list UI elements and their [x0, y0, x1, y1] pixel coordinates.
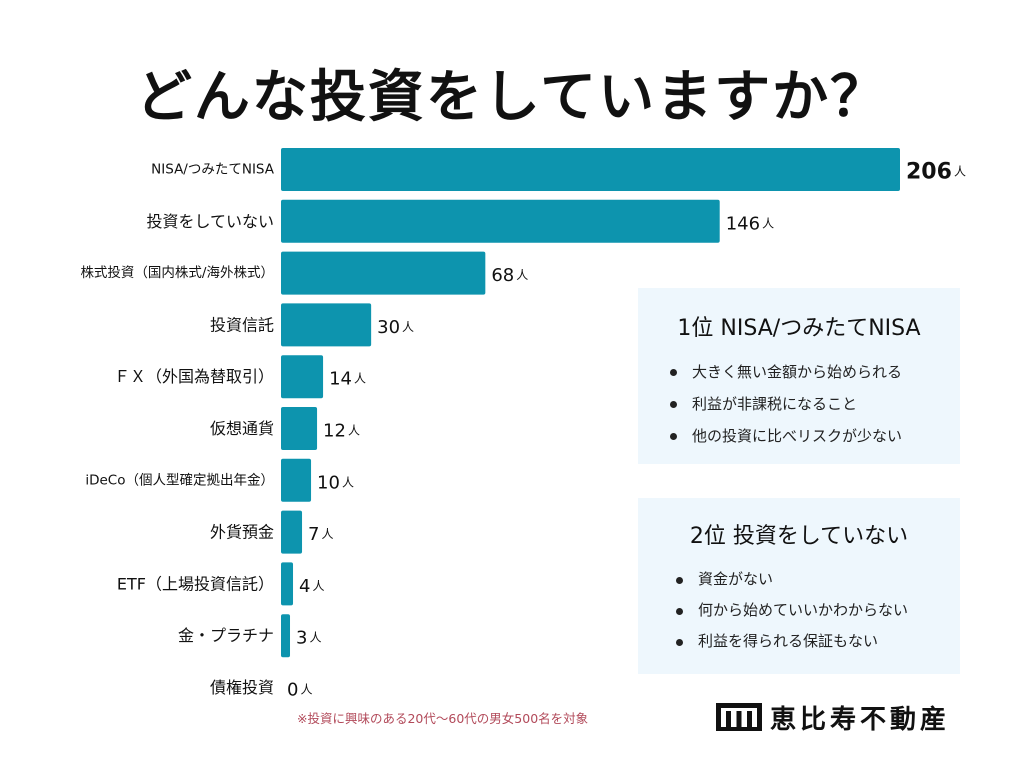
category-label: 仮想通貨 [210, 419, 274, 438]
value-label: 10 人 [317, 472, 354, 493]
bar [281, 407, 318, 450]
value-label: 30 人 [377, 316, 414, 337]
bar [281, 199, 720, 243]
bar [281, 458, 312, 502]
category-label: 債権投資 [210, 678, 274, 697]
survey-footnote: ※投資に興味のある20代〜60代の男女500名を対象 [297, 711, 589, 726]
first-place-reasons: 大きく無い金額から始められる 利益が非課税になること 他の投資に比べリスクが少な… [666, 356, 902, 452]
reason-item: 資金がない [672, 564, 908, 595]
category-label: 投資信託 [210, 315, 274, 334]
bar [281, 355, 324, 399]
category-label: iDeCo（個人型確定拠出年金） [85, 472, 274, 488]
category-label: 外貨預金 [210, 523, 274, 542]
reason-item: 利益が非課税になること [666, 388, 902, 420]
value-label: 68 人 [491, 265, 528, 286]
company-logo: 恵比寿不動産 [716, 700, 951, 735]
category-label: 金・プラチナ [178, 626, 274, 645]
category-label: 投資をしていない [146, 212, 274, 231]
reason-item: 何から始めていいかわからない [672, 595, 908, 626]
category-label: NISA/つみたてNISA [151, 162, 275, 178]
building-logo-icon [716, 703, 762, 731]
page-title: どんな投資をしていますか？ [135, 65, 889, 130]
reason-item: 利益を得られる保証もない [672, 626, 908, 657]
first-place-title: 1位 NISA/つみたてNISA [677, 316, 921, 341]
value-label: 14 人 [329, 368, 366, 389]
bar [281, 303, 372, 347]
reason-item: 他の投資に比べリスクが少ない [666, 420, 902, 452]
bar [281, 614, 291, 658]
second-place-panel: 2位 投資をしていない 資金がない 何から始めていいかわからない 利益を得られる… [638, 498, 960, 674]
value-label: 12 人 [323, 420, 360, 441]
category-label: 株式投資（国内株式/海外株式） [80, 265, 274, 281]
first-place-panel: 1位 NISA/つみたてNISA 大きく無い金額から始められる 利益が非課税にな… [638, 288, 960, 464]
value-label: 206 人 [906, 159, 966, 184]
second-place-reasons: 資金がない 何から始めていいかわからない 利益を得られる保証もない [672, 564, 908, 657]
bar [281, 148, 900, 191]
reason-item: 大きく無い金額から始められる [666, 356, 902, 388]
category-label: ＦＸ（外国為替取引） [114, 367, 274, 386]
company-name: 恵比寿不動産 [770, 704, 951, 735]
bar [281, 562, 294, 606]
bar [281, 251, 486, 295]
second-place-title: 2位 投資をしていない [689, 524, 909, 549]
category-label: ETF（上場投資信託） [117, 574, 274, 593]
bar [281, 510, 303, 554]
value-label: 146 人 [726, 213, 774, 234]
